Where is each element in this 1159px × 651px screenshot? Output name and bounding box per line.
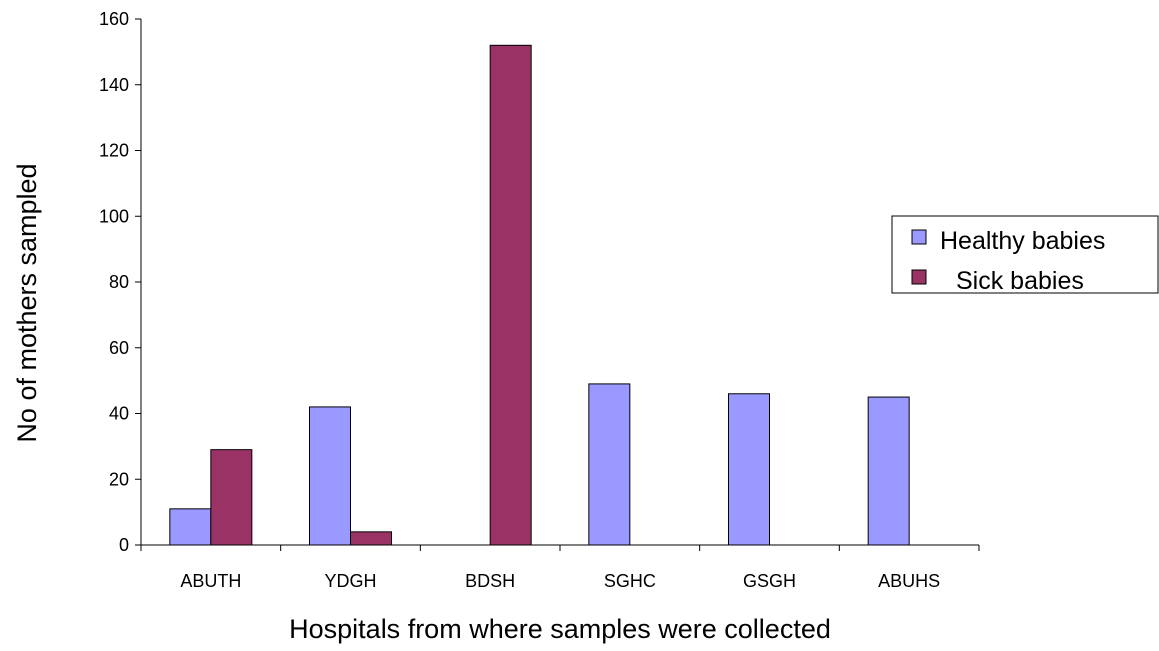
y-tick-label: 40 bbox=[109, 404, 129, 424]
bar-healthy-abuhs bbox=[867, 396, 910, 546]
y-tick-label: 100 bbox=[99, 206, 129, 226]
bars bbox=[169, 44, 910, 546]
y-axis-title: No of mothers sampled bbox=[12, 163, 42, 442]
x-tick-label: ABUHS bbox=[878, 571, 940, 591]
x-tick-label: GSGH bbox=[743, 571, 796, 591]
bar-healthy-abuth bbox=[169, 508, 212, 546]
legend-box bbox=[891, 215, 1159, 294]
y-tick-label: 120 bbox=[99, 141, 129, 161]
bar-healthy-sghc bbox=[588, 383, 631, 546]
x-axis: ABUTH YDGH BDSH SGHC GSGH ABUHS bbox=[140, 544, 980, 591]
legend-label-healthy: Healthy babies bbox=[940, 227, 1105, 255]
y-axis: 0 20 40 60 80 100 120 140 160 bbox=[99, 9, 142, 555]
y-tick-label: 0 bbox=[119, 535, 129, 555]
y-tick-label: 20 bbox=[109, 469, 129, 489]
x-tick-label: SGHC bbox=[604, 571, 656, 591]
y-tick-label: 60 bbox=[109, 338, 129, 358]
bar-sick-ydgh bbox=[350, 531, 392, 546]
x-tick-label: YDGH bbox=[324, 571, 376, 591]
y-tick-label: 80 bbox=[109, 272, 129, 292]
bar-sick-bdsh bbox=[489, 44, 532, 546]
x-axis-title: Hospitals from where samples were collec… bbox=[289, 614, 831, 644]
x-tick-label: BDSH bbox=[465, 571, 515, 591]
legend-swatch-healthy bbox=[911, 229, 927, 245]
bar-healthy-gsgh bbox=[728, 393, 770, 546]
legend-label-sick: Sick babies bbox=[956, 267, 1084, 295]
legend: Healthy babies Sick babies bbox=[891, 215, 1159, 295]
bar-healthy-ydgh bbox=[309, 406, 351, 546]
bar-sick-abuth bbox=[210, 449, 253, 546]
y-tick-label: 140 bbox=[99, 75, 129, 95]
y-tick-label: 160 bbox=[99, 9, 129, 29]
x-tick-label: ABUTH bbox=[180, 571, 241, 591]
legend-swatch-sick bbox=[911, 269, 927, 285]
